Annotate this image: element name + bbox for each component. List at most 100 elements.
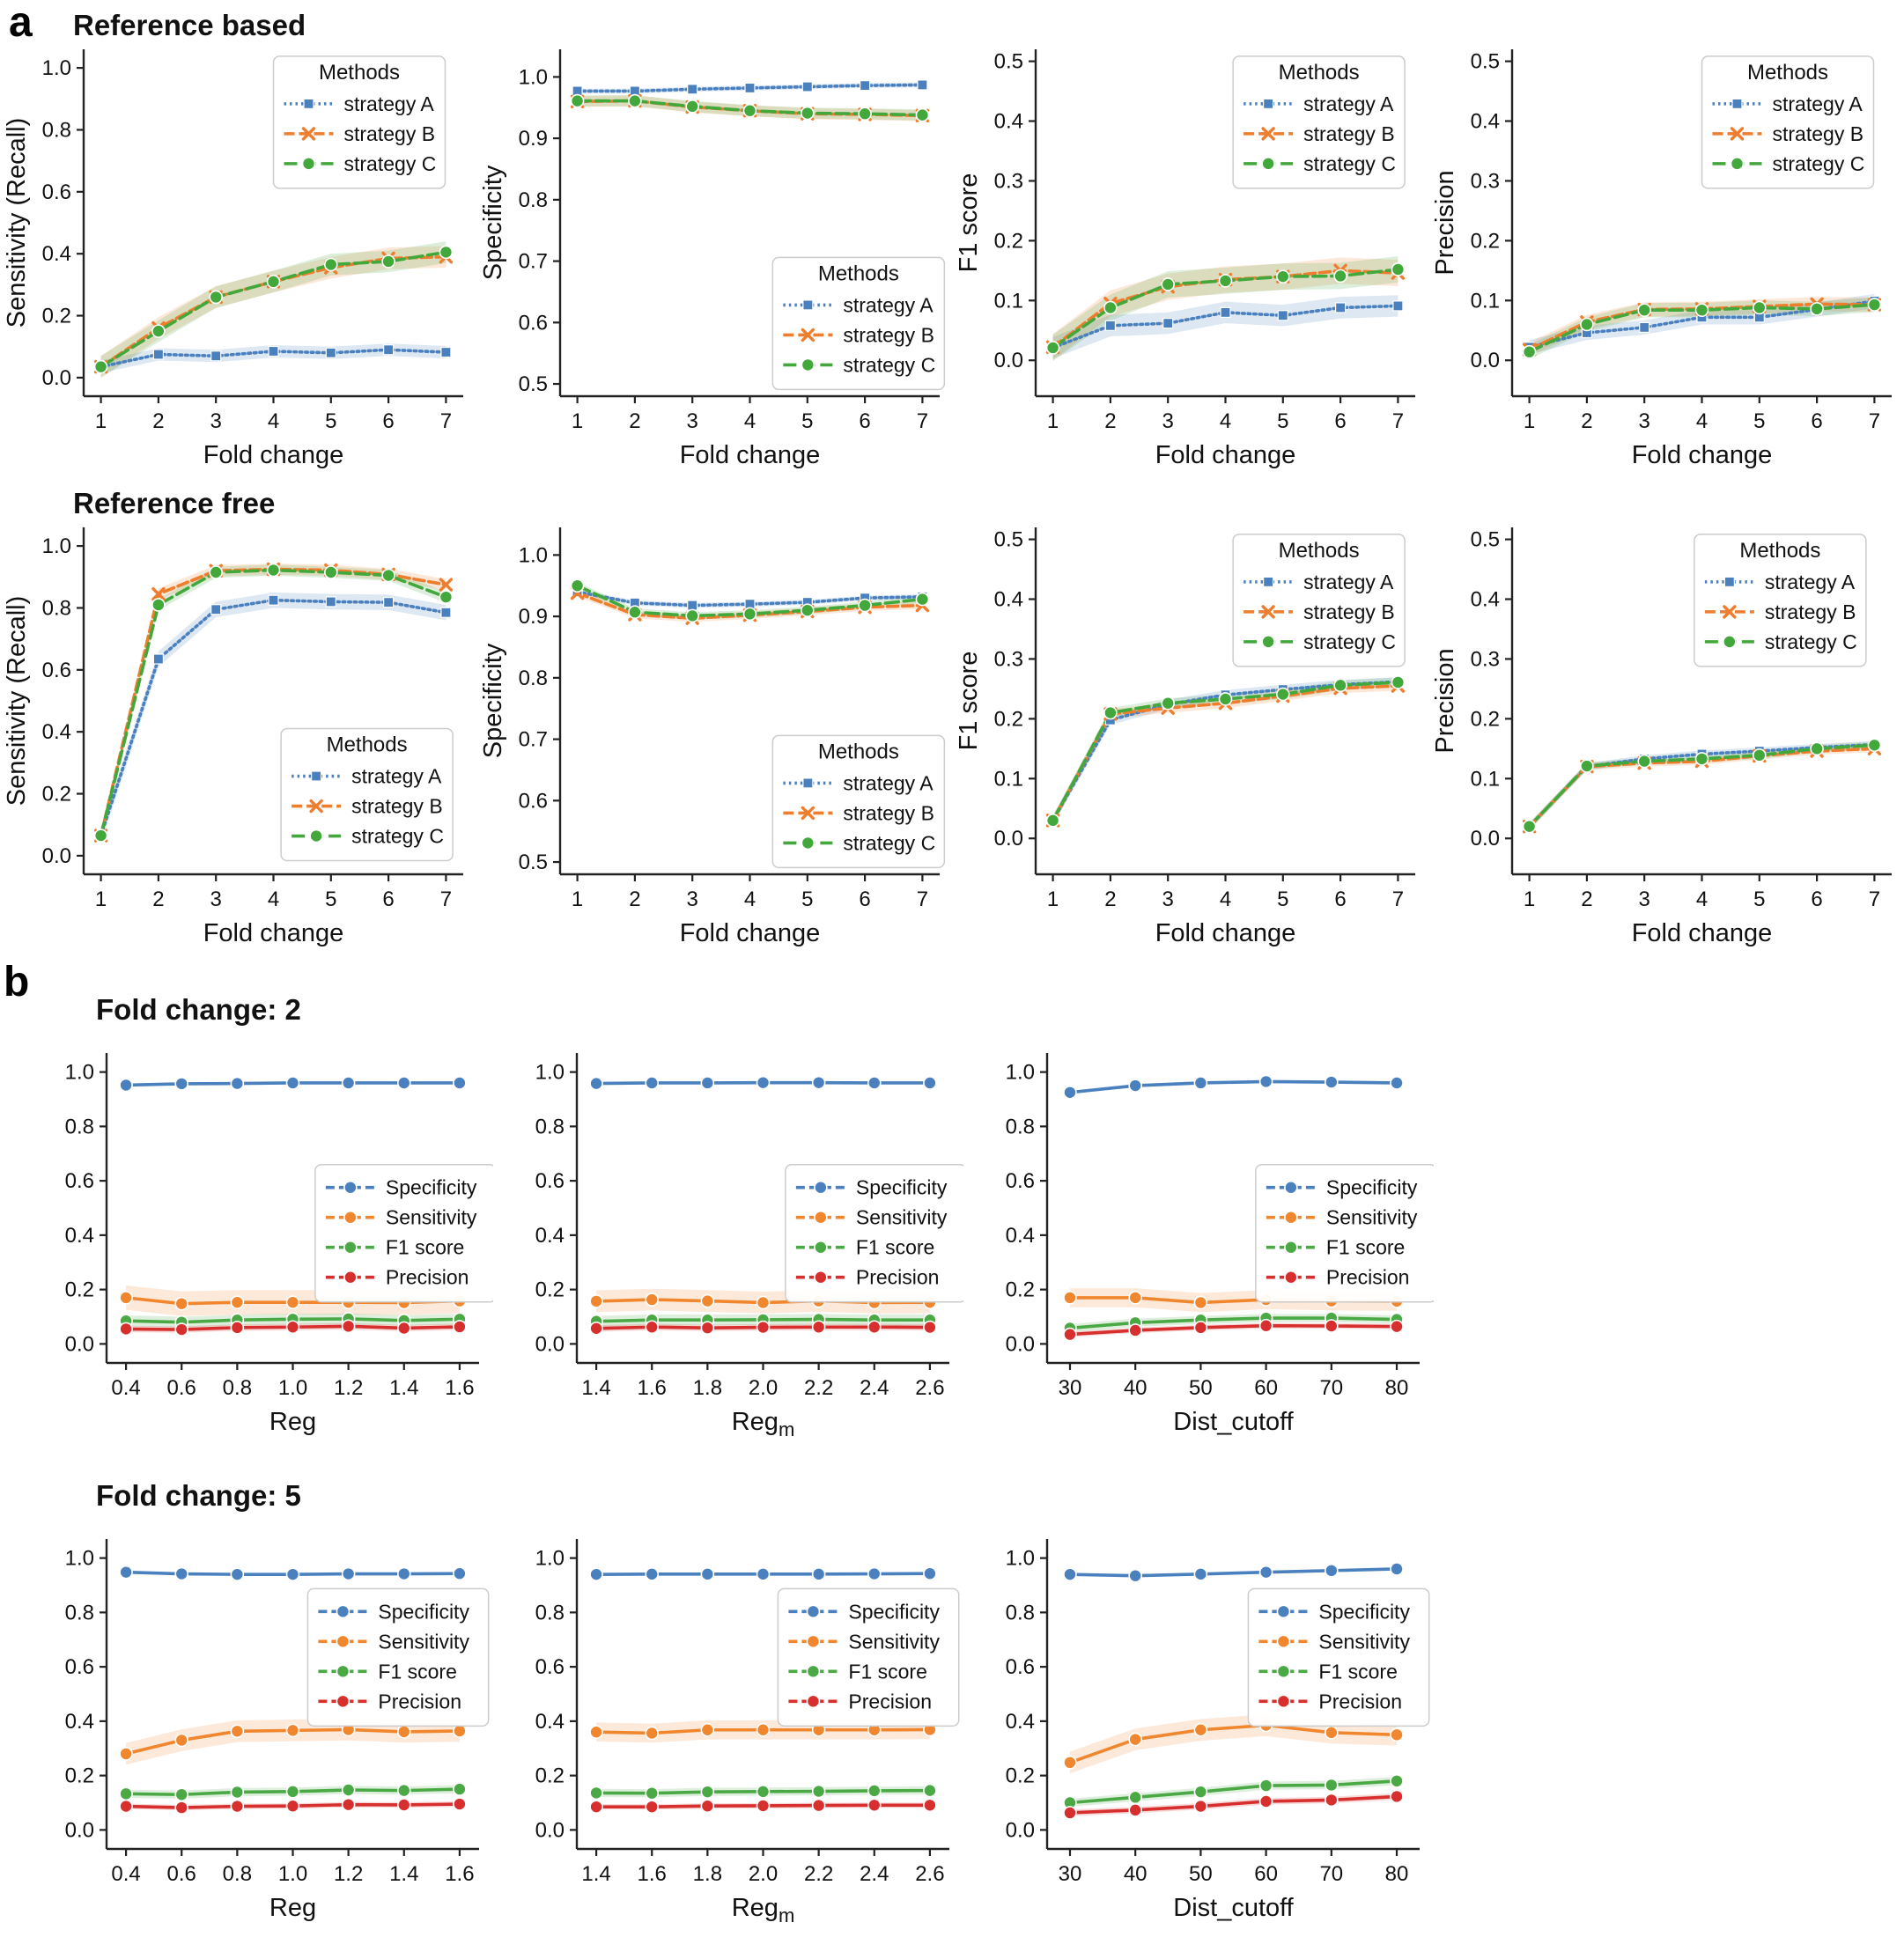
y-tick-label: 1.0 (535, 1061, 565, 1085)
y-tick-label: 0.2 (1470, 707, 1499, 731)
legend-box (1701, 55, 1874, 189)
y-tick-label: 0.8 (65, 1115, 94, 1138)
chart-b-fc5-dist: 0.0 0.2 0.4 0.6 0.8 1.0 30 40 50 60 70 80 Dist_cutof… (963, 1470, 1434, 1937)
legend-entry-label: Sensitivity (1326, 1206, 1418, 1229)
x-axis-label: Reg (269, 1894, 316, 1922)
x-tick-label: 3 (1162, 409, 1174, 433)
x-tick-label: 1 (1523, 887, 1534, 911)
legend-box (771, 734, 945, 869)
y-tick-label: 0.4 (42, 720, 71, 744)
marker-circle (1161, 277, 1175, 291)
x-tick-label: 0.6 (167, 1862, 196, 1886)
chart-title: Fold change: 5 (96, 1479, 301, 1512)
marker-circle (1636, 754, 1651, 769)
chart-svg-b-fc2-regm: 0.0 0.2 0.4 0.6 0.8 1.0 1.4 1.6 1.8 2.0 2.2 2.4 2.6 R… (535, 1053, 967, 1440)
y-tick-label: 0.6 (42, 180, 71, 204)
marker-square (303, 98, 314, 109)
marker-circle (336, 1604, 351, 1619)
marker-circle (1390, 1562, 1404, 1576)
marker-circle (119, 1322, 133, 1337)
marker-circle (1390, 1319, 1404, 1334)
marker-circle (806, 1664, 821, 1679)
x-axis-label: Reg (269, 1408, 316, 1436)
marker-circle (1063, 1756, 1077, 1770)
marker-circle (1261, 635, 1275, 649)
x-tick-label: 4 (1220, 887, 1231, 911)
y-tick-label: 0.8 (1006, 1601, 1035, 1624)
marker-circle (174, 1296, 189, 1311)
chart-b-fc2-reg: Fold change: 2 0.0 0.2 0.4 0.6 0.8 1.0 0.4 0.6 0.… (23, 984, 497, 1455)
marker-square (268, 345, 279, 357)
marker-circle (230, 1076, 245, 1091)
marker-square (325, 596, 336, 608)
legend-entry-label: Sensitivity (378, 1630, 469, 1653)
marker-circle (1579, 759, 1594, 773)
marker-x (309, 799, 323, 814)
marker-circle (396, 1783, 411, 1798)
x-tick-label: 70 (1319, 1376, 1343, 1400)
marker-square (1104, 320, 1116, 331)
chart-title: Fold change: 2 (96, 993, 301, 1026)
marker-circle (119, 1078, 133, 1093)
marker-circle (453, 1566, 467, 1581)
marker-circle (814, 1210, 828, 1225)
x-tick-label: 1 (1047, 409, 1059, 433)
x-tick-label: 2.2 (804, 1376, 833, 1400)
marker-circle (1284, 1240, 1298, 1255)
marker-circle (119, 1565, 133, 1580)
legend: Methods strategy A strategy B strategy C (1232, 55, 1406, 189)
y-tick-label: 0.0 (535, 1818, 565, 1842)
x-axis-label: Fold change (1155, 441, 1296, 469)
marker-circle (700, 1293, 715, 1308)
marker-circle (627, 605, 642, 620)
y-axis-label: F1 score (955, 652, 983, 751)
x-tick-label: 1.6 (638, 1862, 667, 1886)
marker-circle (923, 1783, 937, 1798)
marker-circle (343, 1270, 358, 1285)
marker-square (1731, 98, 1743, 109)
marker-circle (1333, 678, 1347, 693)
x-tick-label: 7 (1868, 409, 1879, 433)
x-tick-label: 0.8 (223, 1862, 252, 1886)
x-tick-label: 1.4 (581, 1862, 610, 1886)
chart-b-fc5-regm: 0.0 0.2 0.4 0.6 0.8 1.0 1.4 1.6 1.8 2.0 2.2 2.4 2.6 R… (493, 1470, 963, 1937)
y-tick-label: 0.8 (65, 1601, 94, 1624)
legend-entry-label: Specificity (856, 1176, 948, 1199)
marker-circle (1276, 1694, 1291, 1709)
legend-box (777, 1587, 960, 1727)
marker-circle (1276, 687, 1290, 702)
x-tick-label: 6 (1334, 409, 1346, 433)
y-tick-label: 0.4 (994, 588, 1023, 612)
legend-box (1232, 534, 1406, 667)
x-tick-label: 2 (1581, 409, 1592, 433)
marker-circle (1193, 1567, 1208, 1581)
confidence-band (1529, 297, 1874, 357)
marker-circle (806, 1634, 821, 1649)
legend: Specificity Sensitivity F1 score Precision (777, 1587, 960, 1727)
marker-circle (174, 1077, 189, 1091)
marker-circle (589, 1294, 603, 1308)
legend-entry-label: strategy B (1764, 600, 1856, 623)
legend-entry-label: strategy B (843, 323, 934, 346)
y-tick-label: 0.0 (1470, 349, 1499, 372)
y-axis-label: Sensitivity (Recall) (3, 118, 31, 328)
marker-circle (341, 1319, 356, 1334)
marker-circle (700, 1567, 715, 1581)
y-tick-label: 0.5 (994, 528, 1023, 552)
y-tick-label: 0.2 (994, 707, 1023, 731)
marker-circle (285, 1785, 300, 1799)
marker-circle (230, 1799, 245, 1814)
x-tick-label: 5 (1753, 887, 1765, 911)
y-tick-label: 0.0 (65, 1818, 94, 1842)
marker-circle (1258, 1565, 1273, 1580)
marker-circle (923, 1076, 937, 1090)
x-tick-label: 1 (571, 887, 582, 911)
y-tick-label: 1.0 (1006, 1061, 1035, 1085)
y-tick-label: 0.6 (42, 659, 71, 682)
legend-entry-label: Specificity (386, 1176, 477, 1199)
marker-circle (1063, 1806, 1077, 1820)
marker-square (268, 594, 279, 606)
x-tick-label: 6 (382, 887, 394, 911)
marker-circle (174, 1733, 189, 1748)
marker-circle (1258, 1074, 1273, 1089)
